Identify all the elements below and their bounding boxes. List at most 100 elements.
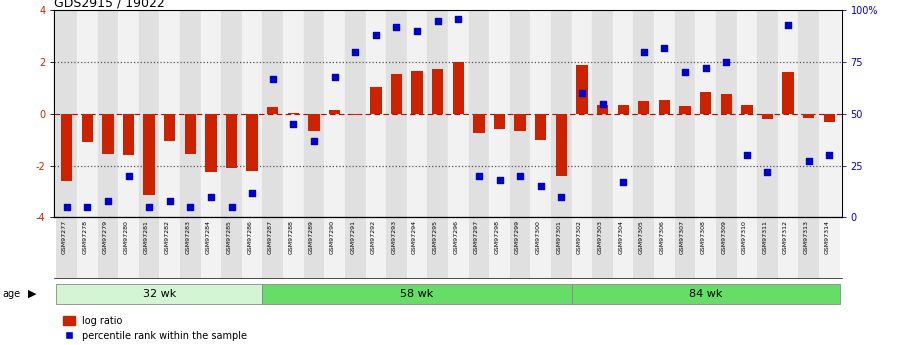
Bar <box>716 10 737 217</box>
Bar <box>551 10 572 217</box>
Bar <box>638 101 650 114</box>
Bar <box>98 217 119 278</box>
Bar <box>448 10 469 217</box>
Bar <box>119 217 138 278</box>
Text: GSM97288: GSM97288 <box>289 220 293 254</box>
Bar <box>221 217 242 278</box>
Bar <box>56 284 262 304</box>
Bar <box>406 217 427 278</box>
Point <box>595 101 610 106</box>
Bar <box>448 217 469 278</box>
Point <box>100 198 115 204</box>
Bar <box>345 217 366 278</box>
Bar <box>185 114 196 154</box>
Bar <box>262 284 572 304</box>
Point <box>410 28 424 34</box>
Bar <box>592 10 613 217</box>
Bar <box>201 10 221 217</box>
Text: 32 wk: 32 wk <box>143 289 176 299</box>
Bar <box>757 217 777 278</box>
Text: 84 wk: 84 wk <box>689 289 722 299</box>
Bar <box>819 10 840 217</box>
Text: GSM97279: GSM97279 <box>103 220 108 254</box>
Text: GSM97298: GSM97298 <box>494 220 500 254</box>
Text: GSM97305: GSM97305 <box>639 220 643 254</box>
Point <box>307 138 321 144</box>
Bar <box>741 105 752 114</box>
Bar <box>720 95 732 114</box>
Point <box>719 59 733 65</box>
Bar <box>530 10 551 217</box>
Bar <box>324 10 345 217</box>
Text: GSM97313: GSM97313 <box>804 220 809 254</box>
Bar <box>659 100 670 114</box>
Bar <box>613 217 634 278</box>
Text: GSM97310: GSM97310 <box>742 220 747 254</box>
Text: GSM97284: GSM97284 <box>206 220 211 254</box>
Text: GSM97306: GSM97306 <box>660 220 664 254</box>
Point <box>60 204 74 210</box>
Point <box>80 204 94 210</box>
Point <box>389 24 404 30</box>
Bar <box>102 114 113 154</box>
Bar <box>617 105 629 114</box>
Bar <box>427 10 448 217</box>
Bar <box>824 114 835 122</box>
Point <box>472 173 486 179</box>
Text: 58 wk: 58 wk <box>400 289 433 299</box>
Bar <box>164 114 176 141</box>
Bar <box>329 110 340 114</box>
Point <box>265 76 280 81</box>
Bar <box>138 10 159 217</box>
Text: GSM97285: GSM97285 <box>226 220 232 254</box>
Bar <box>597 105 608 114</box>
Bar <box>205 114 216 172</box>
Point <box>616 179 631 185</box>
Point <box>822 152 836 158</box>
Bar <box>469 217 490 278</box>
Bar <box>159 10 180 217</box>
Text: GSM97299: GSM97299 <box>515 220 520 254</box>
Bar <box>510 217 530 278</box>
Point <box>657 45 672 50</box>
Point <box>802 159 816 164</box>
Point <box>163 198 177 204</box>
Bar <box>304 217 324 278</box>
Bar <box>144 114 155 195</box>
Text: GSM97282: GSM97282 <box>165 220 170 254</box>
Point <box>286 121 300 127</box>
Bar <box>432 69 443 114</box>
Bar <box>572 10 592 217</box>
Bar <box>654 217 675 278</box>
Point <box>142 204 157 210</box>
Bar <box>762 114 773 119</box>
Bar <box>366 217 386 278</box>
Bar <box>56 10 77 217</box>
Bar <box>412 71 423 114</box>
Point <box>636 49 651 55</box>
Text: GSM97314: GSM97314 <box>824 220 829 254</box>
Point <box>513 173 528 179</box>
Text: GSM97300: GSM97300 <box>536 220 540 254</box>
Point <box>492 177 507 183</box>
Bar <box>123 114 134 155</box>
Bar <box>324 217 345 278</box>
Bar <box>77 10 98 217</box>
Text: GSM97297: GSM97297 <box>474 220 479 254</box>
Text: GSM97308: GSM97308 <box>700 220 706 254</box>
Point <box>328 74 342 79</box>
Point <box>575 90 589 96</box>
Text: GSM97311: GSM97311 <box>762 220 767 254</box>
Bar <box>777 217 798 278</box>
Bar <box>288 112 299 114</box>
Bar <box>490 217 510 278</box>
Point <box>739 152 754 158</box>
Bar <box>391 74 402 114</box>
Bar <box>370 87 382 114</box>
Text: GSM97283: GSM97283 <box>186 220 190 254</box>
Point <box>224 204 239 210</box>
Bar <box>757 10 777 217</box>
Bar <box>613 10 634 217</box>
Bar <box>226 114 237 168</box>
Bar <box>304 10 324 217</box>
